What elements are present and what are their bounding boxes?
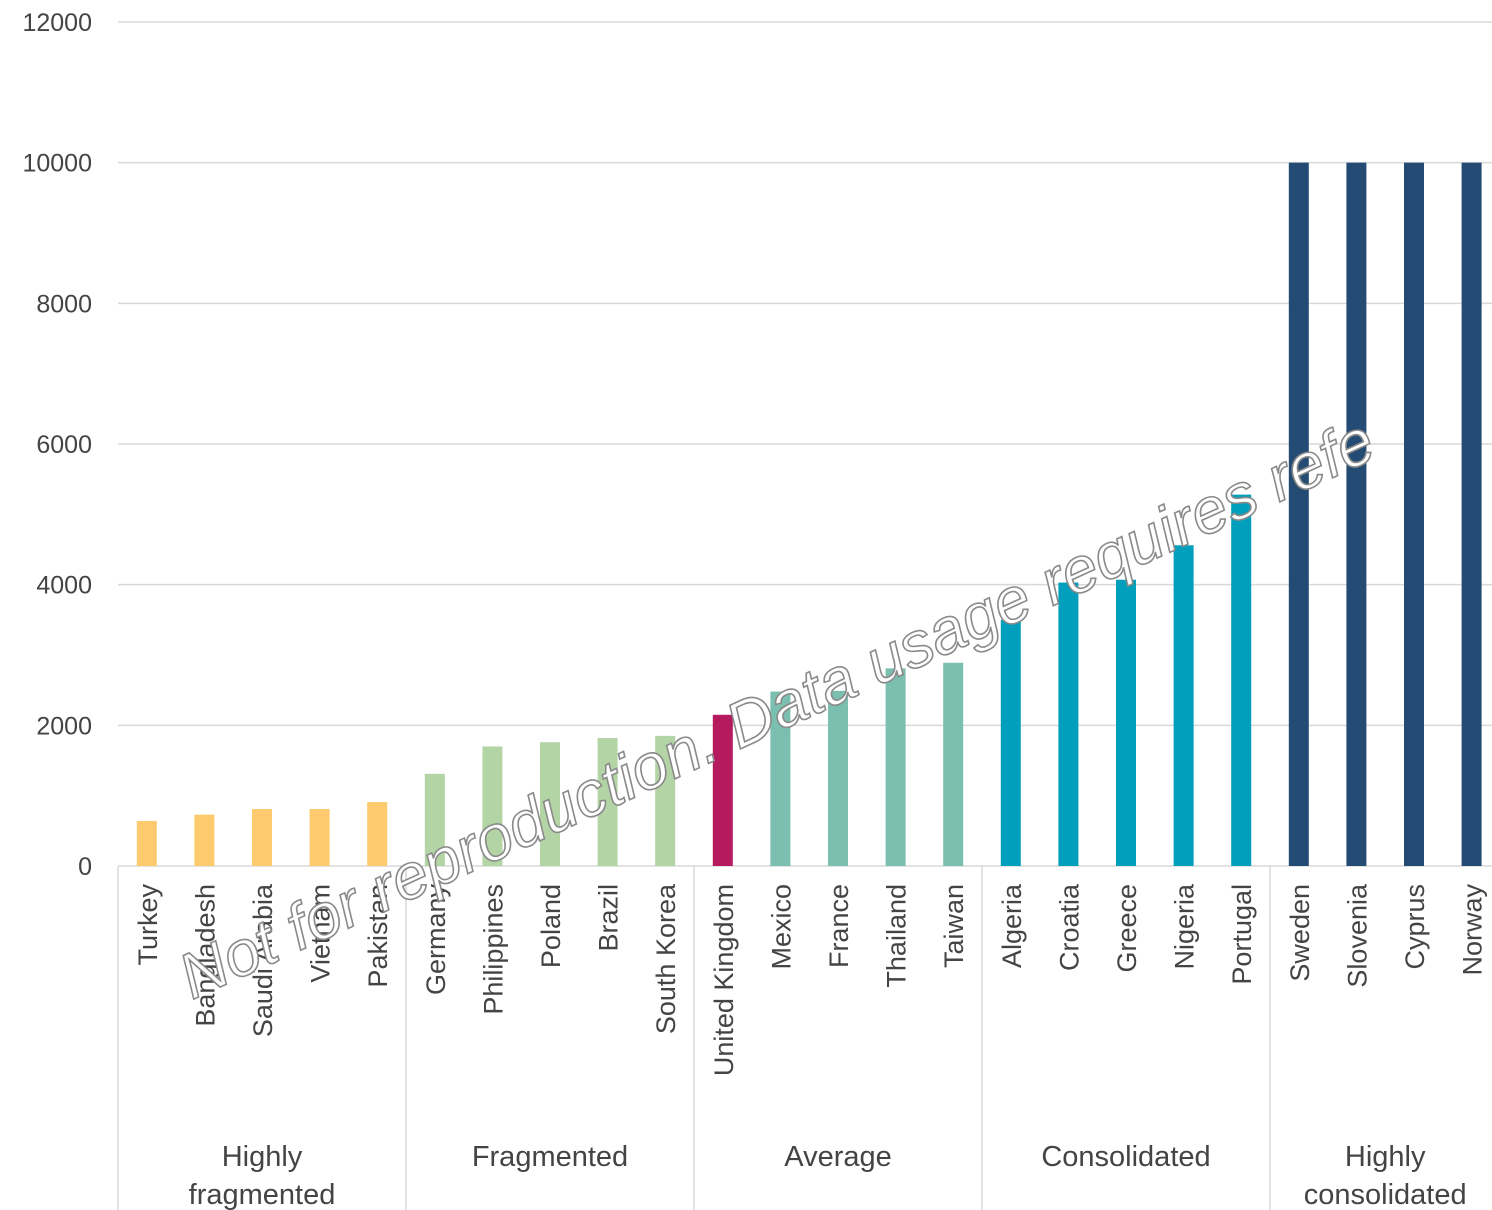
x-axis: Turkey Bangladesh Saudi Arabia Vietnam Pakis… [133,883,1488,1076]
group-label: Highly consolidated [1304,1141,1467,1210]
x-tick-label: United Kingdom [709,884,739,1076]
x-tick-label: Bangladesh [190,884,220,1027]
x-tick-label: Brazil [594,884,624,952]
bar-philippines [482,746,503,866]
bar-nigeria [1173,545,1194,866]
x-tick-label: Saudi Arabia [248,883,278,1037]
bar-mexico [770,691,791,866]
y-axis: 0 2000 4000 6000 8000 10000 12000 [22,9,92,881]
bar-greece [1116,579,1136,866]
x-tick-label: Croatia [1054,883,1084,971]
bar-saudi-arabia [252,809,272,866]
bar-croatia [1058,582,1079,866]
bar-germany [424,773,445,866]
y-tick-label: 6000 [36,431,92,459]
y-tick-label: 4000 [36,572,92,600]
bar-slovenia [1346,162,1367,866]
y-tick-label: 12000 [22,9,92,37]
group-axis: Highly fragmented Fragmented Average Consoli… [117,866,1467,1210]
x-tick-label: Poland [536,884,566,968]
y-tick-label: 8000 [36,290,92,318]
bar-poland [540,742,560,866]
x-tick-label: Turkey [133,884,163,966]
bar-vietnam [309,809,330,866]
y-tick-label: 2000 [36,712,92,740]
x-tick-label: Nigeria [1170,883,1200,970]
bar-united-kingdom [712,714,733,866]
x-tick-label: Cyprus [1400,884,1430,970]
x-tick-label: Pakistan [363,884,393,988]
x-tick-label: France [824,884,854,968]
bar-cyprus [1404,162,1424,866]
x-tick-label: Philippines [478,884,508,1015]
bar-sweden [1288,162,1309,866]
x-tick-label: Taiwan [939,884,969,968]
x-tick-label: Algeria [997,883,1027,968]
bar-brazil [597,737,618,866]
bar-norway [1461,162,1482,866]
bar-turkey [136,820,157,866]
gridlines [118,21,1492,867]
bar-taiwan [943,662,964,866]
group-label: Highly fragmented [189,1141,336,1210]
x-tick-label: Mexico [766,884,796,970]
group-label: Average [784,1141,892,1173]
x-tick-label: Portugal [1227,884,1257,985]
bar-portugal [1231,494,1252,866]
x-tick-label: Vietnam [306,884,336,983]
group-label: Consolidated [1041,1141,1210,1173]
x-tick-label: Sweden [1285,884,1315,982]
bar-france [828,690,848,866]
bar-thailand [885,668,906,866]
group-label: Fragmented [472,1141,628,1173]
x-tick-label: Thailand [882,884,912,988]
bar-south-korea [655,735,676,866]
x-tick-label: Norway [1458,884,1488,976]
x-tick-label: Greece [1112,884,1142,973]
x-tick-label: Slovenia [1342,883,1372,988]
y-tick-label: 10000 [22,150,92,178]
bar-algeria [1000,619,1021,866]
y-tick-label: 0 [78,853,92,881]
x-tick-label: Germany [421,884,451,996]
bars [136,162,1482,866]
bar-bangladesh [194,814,215,866]
bar-pakistan [367,801,388,866]
x-tick-label: South Korea [651,883,681,1034]
